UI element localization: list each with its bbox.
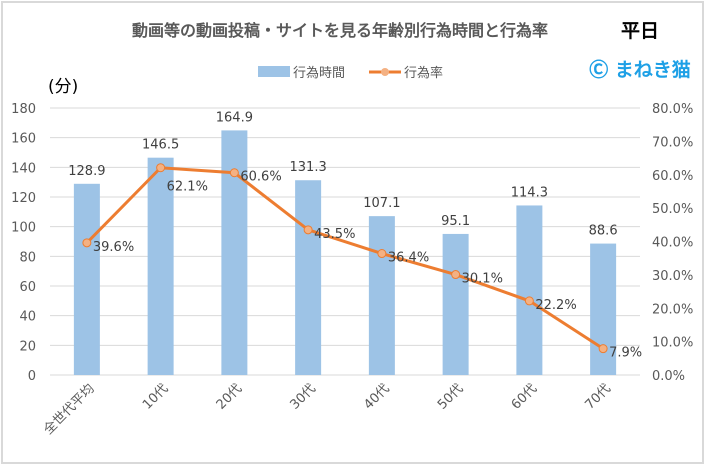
line-marker: [229, 168, 239, 178]
bar-data-label: 164.9: [216, 110, 253, 125]
category-label: 60代: [509, 381, 540, 412]
legend-line-marker: [381, 68, 389, 76]
line-marker: [598, 344, 608, 354]
legend-bar-swatch: [258, 66, 290, 77]
line-data-label: 7.9%: [609, 346, 642, 361]
bar: [73, 183, 100, 375]
line-data-label: 60.6%: [240, 170, 281, 185]
line-data-label: 36.4%: [388, 251, 429, 266]
right-tick-label: 0.0%: [652, 369, 685, 384]
line-marker: [451, 270, 461, 280]
line-data-label: 62.1%: [167, 180, 208, 195]
bar: [442, 233, 469, 375]
line-data-label: 43.5%: [314, 227, 355, 242]
bar-data-label: 114.3: [511, 185, 548, 200]
category-label: 30代: [287, 381, 318, 412]
line-marker: [82, 238, 92, 248]
bar: [516, 205, 543, 375]
right-tick-label: 30.0%: [652, 269, 693, 284]
left-tick-label: 20: [19, 339, 36, 354]
left-tick-label: 0: [28, 369, 36, 384]
legend-bar-label: 行為時間: [293, 65, 345, 81]
category-label: 40代: [361, 381, 392, 412]
bar-data-label: 146.5: [142, 138, 179, 153]
bar: [147, 157, 174, 375]
line-data-label: 22.2%: [535, 298, 576, 313]
right-tick-label: 70.0%: [652, 135, 693, 150]
right-tick-label: 10.0%: [652, 336, 693, 351]
chart-frame: [1, 1, 704, 464]
left-tick-label: 160: [11, 132, 36, 147]
left-tick-label: 40: [19, 310, 36, 325]
category-label: 全世代平均: [40, 381, 97, 438]
line-marker: [303, 225, 313, 235]
left-tick-label: 180: [11, 102, 36, 117]
left-tick-label: 80: [19, 250, 36, 265]
line-marker: [524, 296, 534, 306]
bar: [295, 180, 322, 375]
right-tick-label: 40.0%: [652, 236, 693, 251]
right-tick-label: 80.0%: [652, 102, 693, 117]
line-marker: [377, 249, 387, 259]
category-label: 20代: [214, 381, 245, 412]
bar-data-label: 95.1: [441, 214, 470, 229]
bar-data-label: 131.3: [290, 160, 327, 175]
legend-line-label: 行為率: [404, 65, 443, 81]
chart-title-suffix: 平日: [621, 20, 659, 42]
right-tick-label: 50.0%: [652, 202, 693, 217]
line-data-label: 39.6%: [93, 240, 134, 255]
bar-data-label: 88.6: [589, 224, 618, 239]
left-tick-label: 140: [11, 161, 36, 176]
rate-line: [85, 166, 604, 350]
chart-title: 動画等の動画投稿・サイトを見る年齢別行為時間と行為率: [132, 21, 548, 40]
bar: [221, 130, 248, 375]
category-label: 50代: [435, 381, 466, 412]
bar: [368, 216, 395, 375]
line-marker: [156, 163, 166, 173]
left-tick-label: 120: [11, 191, 36, 206]
right-tick-label: 20.0%: [652, 302, 693, 317]
left-tick-label: 100: [11, 221, 36, 236]
bar-data-label: 128.9: [68, 164, 105, 179]
bar-data-label: 107.1: [363, 196, 400, 211]
right-tick-label: 60.0%: [652, 169, 693, 184]
watermark: Ⓒ まねき猫: [589, 58, 691, 81]
line-data-label: 30.1%: [462, 272, 503, 287]
category-label: 10代: [140, 381, 171, 412]
left-axis-unit: (分): [48, 77, 78, 97]
left-tick-label: 60: [19, 280, 36, 295]
category-label: 70代: [582, 381, 613, 412]
